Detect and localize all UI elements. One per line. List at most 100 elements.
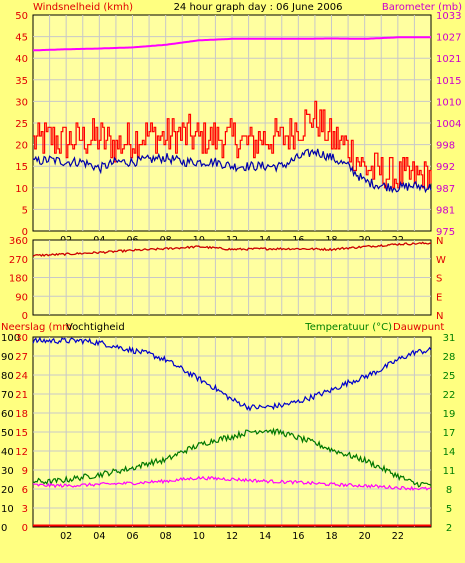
barometer-tick-label: 1010	[436, 97, 461, 108]
dewpoint-line	[32, 475, 432, 491]
wind-speed-tick-label: 30	[15, 97, 28, 108]
rain-tick-label: 27	[15, 352, 28, 363]
humidity-tick-label: 50	[1, 428, 14, 439]
compass-tick-label: E	[436, 292, 442, 303]
humidity-tick-label: 20	[1, 485, 14, 496]
barometer-tick-label: 1004	[436, 119, 461, 130]
temperature-tick-label: 19	[443, 409, 456, 420]
x-tick-label: 14	[259, 531, 271, 542]
wind-speed-tick-label: 25	[15, 119, 28, 130]
barometer-tick-label: 1033	[436, 11, 461, 22]
dewpoint-axis-label: Dauwpunt	[393, 322, 444, 333]
humidity-tick-label: 10	[1, 504, 14, 515]
x-tick-label: 10	[193, 531, 205, 542]
rain-tick-label: 30	[15, 333, 28, 344]
barometer-tick-label: 987	[436, 184, 455, 195]
barometer-line	[32, 36, 431, 52]
humidity-tick-label: 80	[1, 371, 14, 382]
compass-tick-label: N	[436, 236, 443, 247]
wind-speed-tick-label: 45	[15, 33, 28, 44]
direction-degree-tick-label: 360	[9, 236, 28, 247]
wind-direction-series	[32, 241, 432, 257]
wind-speed-tick-label: 5	[22, 205, 28, 216]
rain-tick-label: 3	[22, 504, 28, 515]
barometer-tick-label: 981	[436, 205, 455, 216]
temperature-tick-label: 2	[446, 523, 452, 534]
wind-direction-line	[32, 241, 432, 257]
temperature-tick-label: 14	[443, 447, 456, 458]
barometer-axis-label: Barometer (mb)	[382, 2, 462, 13]
x-tick-label: 12	[226, 531, 238, 542]
wind-direction-grid	[33, 240, 431, 315]
rain-tick-label: 12	[15, 447, 28, 458]
humidity-tick-label: 30	[1, 466, 14, 477]
x-tick-label: 06	[126, 531, 138, 542]
humidity-axis-label: Vochtigheid	[66, 322, 125, 333]
temperature-tick-label: 5	[446, 504, 452, 515]
humidity-tick-label: 60	[1, 409, 14, 420]
rain-tick-label: 9	[22, 466, 28, 477]
x-tick-label: 22	[392, 531, 404, 542]
rain-tick-label: 24	[15, 371, 28, 382]
temperature-tick-label: 17	[443, 428, 456, 439]
temp-humidity-grid	[33, 337, 431, 527]
rain-tick-label: 6	[22, 485, 28, 496]
humidity-tick-label: 0	[1, 523, 7, 534]
barometer-tick-label: 998	[436, 141, 455, 152]
barometer-tick-label: 975	[436, 227, 455, 238]
compass-tick-label: W	[436, 255, 446, 266]
temperature-tick-label: 25	[443, 371, 456, 382]
barometer-tick-label: 992	[436, 162, 455, 173]
wind-average-line	[32, 148, 432, 194]
compass-tick-label: S	[436, 274, 442, 285]
temperature-tick-label: 31	[443, 333, 456, 344]
wind-speed-ticks: 0 5 10 15 20 25 30 35 40 45 50	[15, 11, 28, 238]
wind-direction-degree-ticks: 0 90 180 270 360	[9, 236, 28, 322]
rain-tick-label: 18	[15, 409, 28, 420]
x-tick-label: 04	[93, 531, 105, 542]
direction-degree-tick-label: 0	[22, 311, 28, 322]
temp-humidity-x-ticks: 02 04 06 08 10 12 14 16 18 20 22	[60, 531, 404, 542]
rain-tick-label: 0	[22, 523, 28, 534]
temperature-tick-label: 11	[443, 466, 456, 477]
wind-gust-line	[33, 100, 432, 189]
wind-speed-tick-label: 50	[15, 11, 28, 22]
barometer-tick-label: 1021	[436, 54, 461, 65]
wind-speed-tick-label: 10	[15, 184, 28, 195]
humidity-tick-label: 90	[1, 352, 14, 363]
temperature-line	[32, 427, 432, 488]
rain-tick-label: 21	[15, 390, 28, 401]
wind-speed-axis-label: Windsnelheid (kmh)	[33, 2, 133, 13]
x-tick-label: 08	[160, 531, 172, 542]
direction-degree-tick-label: 90	[15, 292, 28, 303]
temp-humidity-series	[32, 336, 432, 527]
wind-pressure-series	[32, 36, 432, 194]
temperature-axis-label: Temperatuur (°C)	[304, 322, 392, 333]
temperature-tick-label: 28	[443, 352, 456, 363]
x-tick-label: 16	[292, 531, 304, 542]
barometer-tick-label: 1015	[436, 76, 461, 87]
temperature-tick-label: 22	[443, 390, 456, 401]
wind-speed-tick-label: 35	[15, 76, 28, 87]
humidity-tick-label: 40	[1, 447, 14, 458]
temperature-tick-label: 8	[446, 485, 452, 496]
direction-degree-tick-label: 180	[9, 274, 28, 285]
wind-speed-tick-label: 40	[15, 54, 28, 65]
rain-axis-label: Neerslag (mm	[1, 322, 72, 333]
wind-speed-tick-label: 20	[15, 141, 28, 152]
x-tick-label: 20	[359, 531, 371, 542]
rain-tick-label: 15	[15, 428, 28, 439]
x-tick-label: 02	[60, 531, 72, 542]
wind-speed-tick-label: 0	[22, 227, 28, 238]
page-title: 24 hour graph day : 06 June 2006	[174, 2, 343, 13]
humidity-tick-label: 70	[1, 390, 14, 401]
humidity-tick-label: 100	[1, 333, 20, 344]
x-tick-label: 18	[325, 531, 337, 542]
barometer-ticks: 975 981 987 992 998 1004 1010 1015 1021 1027 1033	[436, 11, 461, 238]
humidity-line	[32, 336, 432, 412]
direction-degree-tick-label: 270	[9, 255, 28, 266]
